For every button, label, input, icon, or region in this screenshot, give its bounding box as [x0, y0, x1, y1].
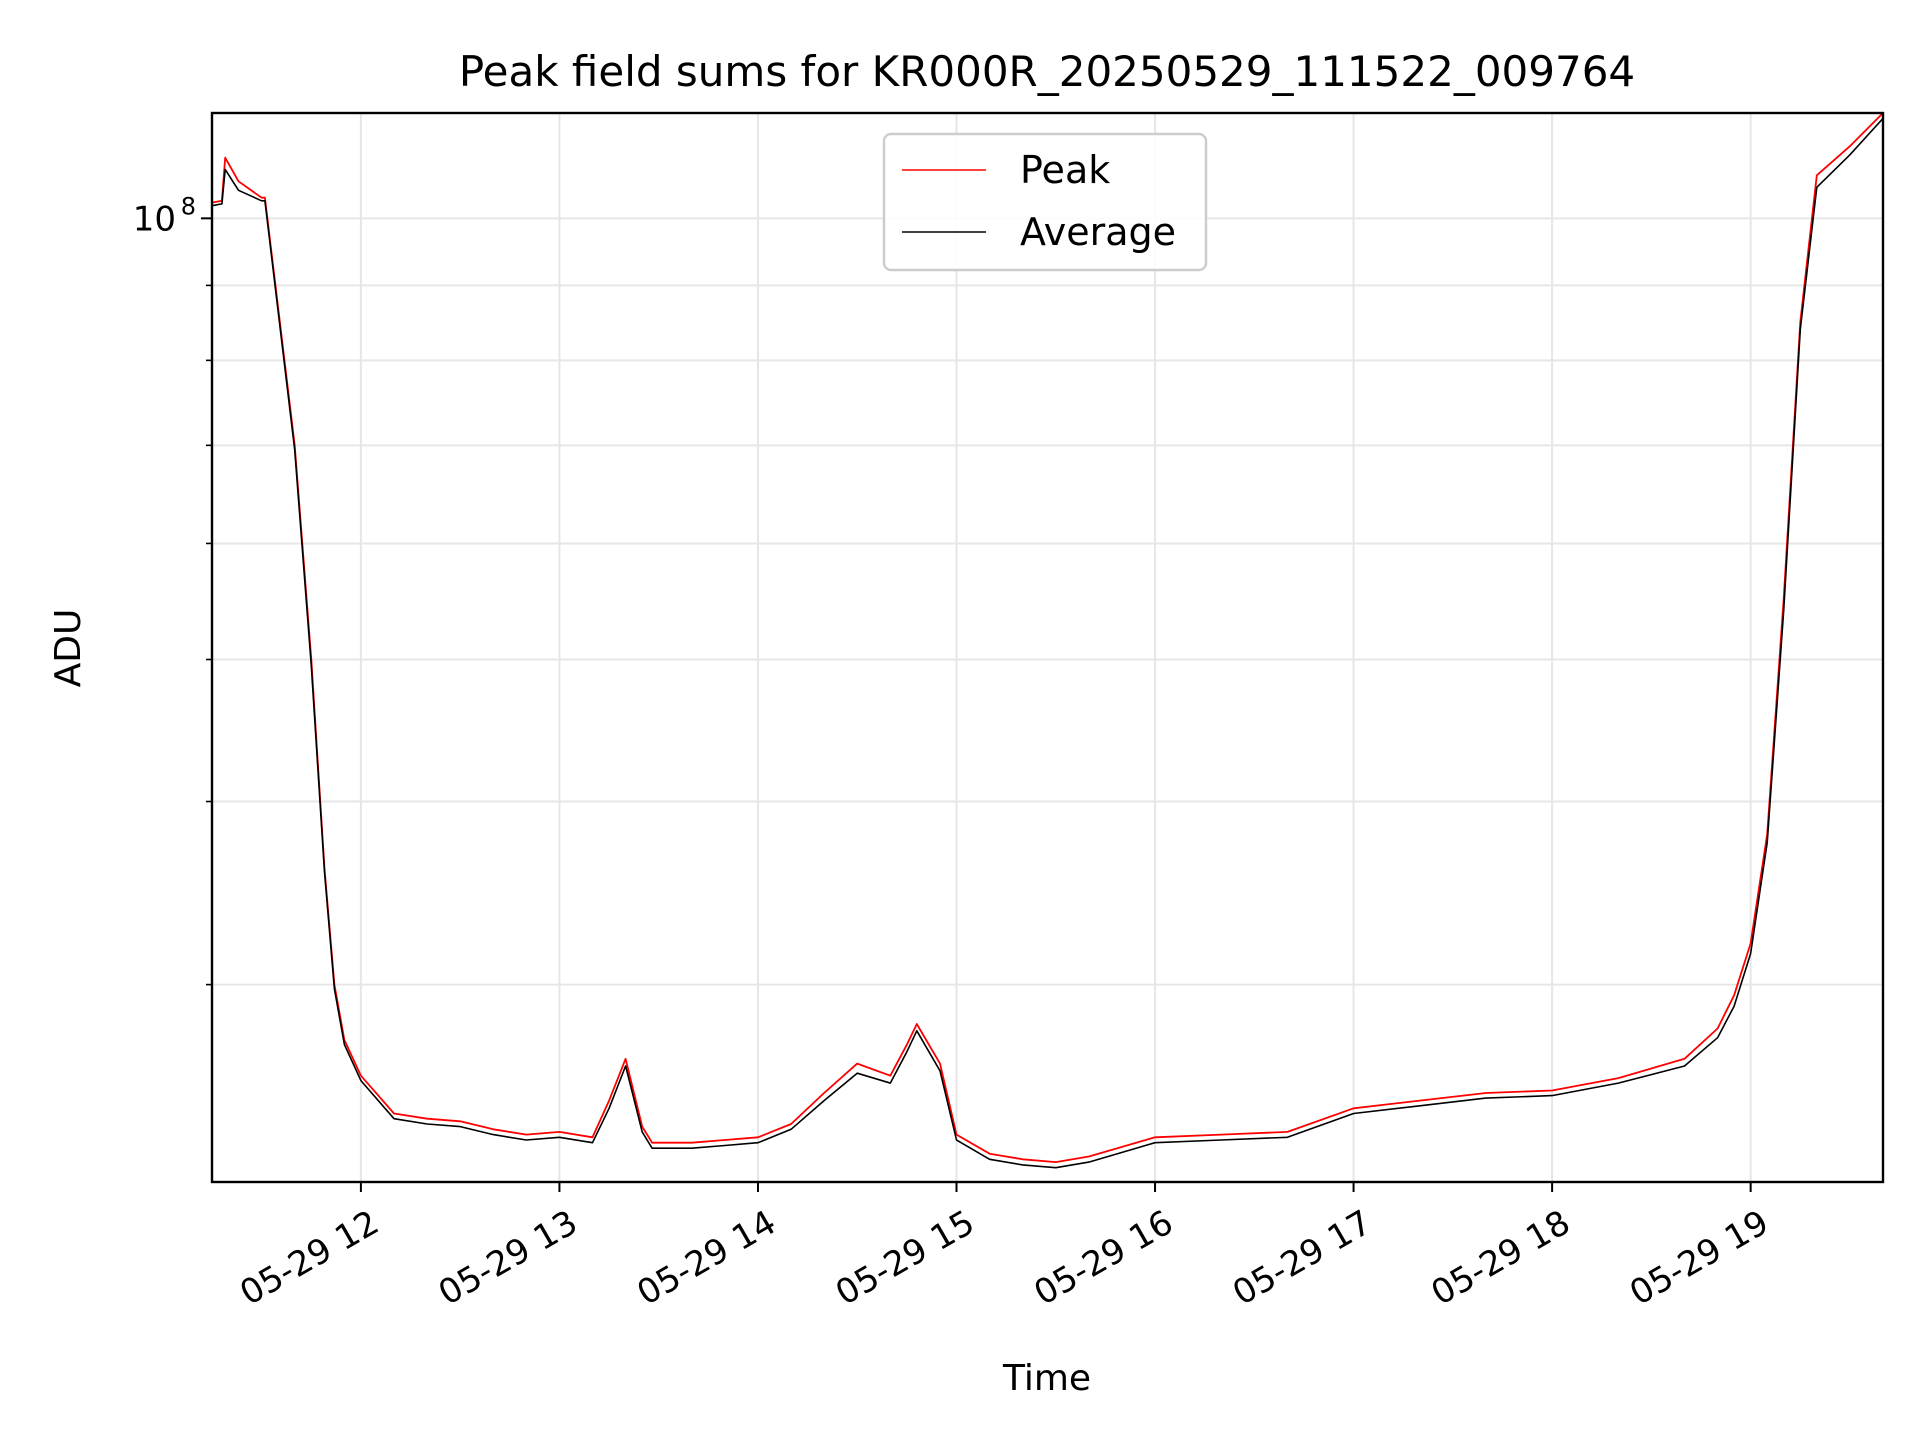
x-tick-label: 05-29 12 [233, 1203, 385, 1314]
plot-lines [211, 112, 1884, 1169]
plot-frame [210, 111, 1885, 1184]
series-line-average [211, 117, 1884, 1169]
chart-title: Peak field sums for KR000R_20250529_1115… [459, 47, 1635, 96]
x-tick-label: 05-29 19 [1623, 1203, 1775, 1314]
x-axis-label: Time [1002, 1358, 1091, 1399]
x-tick-label: 05-29 13 [432, 1203, 584, 1314]
y-tick-label: 10 [133, 199, 176, 239]
legend-box [882, 132, 1208, 272]
x-axis: 05-29 12 05-29 13 05-29 14 05-29 15 05-29 16… [233, 1182, 1776, 1314]
y-axis-label: ADU [48, 609, 89, 688]
x-tick-label: 05-29 16 [1028, 1203, 1180, 1314]
grid [212, 113, 1883, 1182]
x-tick-label: 05-29 15 [829, 1203, 981, 1314]
x-tick-label: 05-29 18 [1425, 1203, 1577, 1314]
legend: Peak Average [882, 132, 1208, 272]
x-tick-label: 05-29 14 [630, 1203, 782, 1314]
y-tick-label-exponent: 8 [181, 192, 196, 220]
y-axis: 10 8 [133, 192, 212, 986]
legend-label-average: Average [1020, 210, 1176, 254]
x-tick-label: 05-29 17 [1226, 1203, 1378, 1314]
legend-label-peak: Peak [1020, 148, 1110, 192]
